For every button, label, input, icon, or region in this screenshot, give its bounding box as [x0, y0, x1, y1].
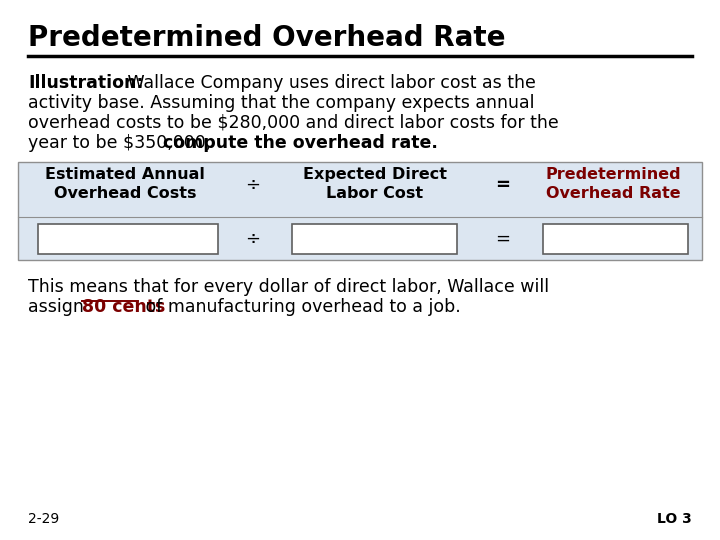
Text: Illustration:: Illustration:	[28, 74, 143, 92]
Text: 2-29: 2-29	[28, 512, 59, 526]
Text: Wallace Company uses direct labor cost as the: Wallace Company uses direct labor cost a…	[122, 74, 536, 92]
Text: assign: assign	[28, 298, 95, 316]
Text: Estimated Annual
Overhead Costs: Estimated Annual Overhead Costs	[45, 167, 205, 200]
Text: =: =	[495, 230, 510, 248]
Text: of manufacturing overhead to a job.: of manufacturing overhead to a job.	[140, 298, 461, 316]
Text: =: =	[495, 176, 510, 194]
Text: overhead costs to be $280,000 and direct labor costs for the: overhead costs to be $280,000 and direct…	[28, 114, 559, 132]
Text: Predetermined Overhead Rate: Predetermined Overhead Rate	[28, 24, 505, 52]
Text: activity base. Assuming that the company expects annual: activity base. Assuming that the company…	[28, 94, 534, 112]
Text: ÷: ÷	[246, 176, 261, 194]
FancyBboxPatch shape	[292, 224, 457, 254]
Text: Predetermined
Overhead Rate: Predetermined Overhead Rate	[545, 167, 681, 200]
Text: LO 3: LO 3	[657, 512, 692, 526]
Text: year to be $350,000,: year to be $350,000,	[28, 134, 217, 152]
FancyBboxPatch shape	[18, 162, 702, 260]
Text: Expected Direct
Labor Cost: Expected Direct Labor Cost	[303, 167, 447, 200]
Text: ÷: ÷	[246, 230, 261, 248]
Text: 80 cents: 80 cents	[82, 298, 166, 316]
Text: This means that for every dollar of direct labor, Wallace will: This means that for every dollar of dire…	[28, 278, 549, 296]
FancyBboxPatch shape	[38, 224, 218, 254]
FancyBboxPatch shape	[543, 224, 688, 254]
Text: compute the overhead rate.: compute the overhead rate.	[163, 134, 438, 152]
